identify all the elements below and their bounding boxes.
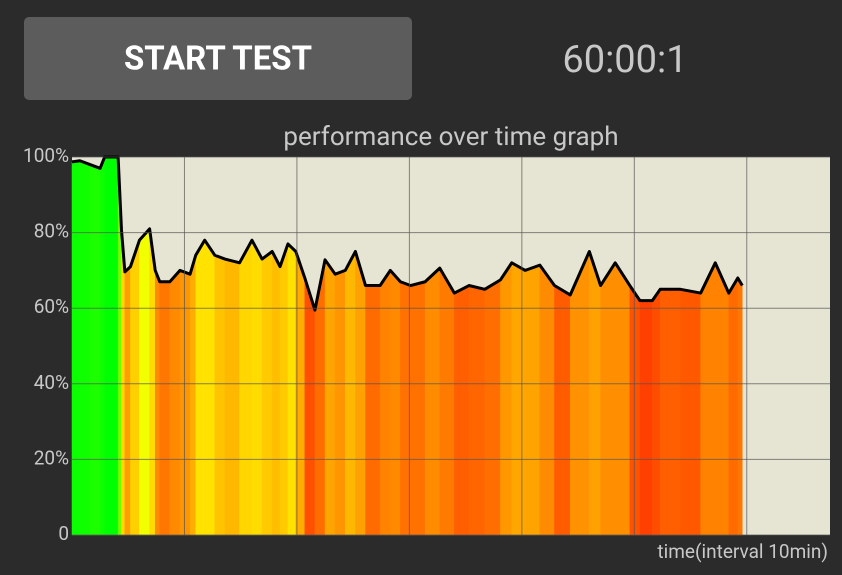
area-strip [334, 270, 346, 536]
area-strip [680, 288, 701, 536]
area-strip [239, 240, 253, 536]
area-strip [204, 239, 216, 536]
button-label[interactable]: START TEST [124, 40, 312, 79]
area-strip [159, 281, 171, 536]
area-strip [365, 285, 381, 536]
area-strip [224, 258, 240, 536]
y-tick-label: 20% [34, 446, 69, 469]
area-strip [89, 164, 101, 536]
area-strip [124, 266, 131, 536]
y-tick-label: 100% [23, 144, 69, 167]
area-strip [79, 160, 91, 536]
area-strip [569, 251, 590, 536]
area-strip [345, 251, 356, 536]
area-strip [379, 269, 391, 536]
area-strip [737, 277, 743, 536]
y-tick-label: 80% [34, 220, 69, 243]
area-strip [195, 239, 205, 536]
area-strip [484, 279, 501, 536]
area-strip [251, 240, 263, 536]
area-strip [271, 251, 281, 536]
area-strip [589, 251, 601, 536]
area-strip [261, 251, 273, 536]
start-button[interactable] [24, 17, 412, 100]
y-tick-label: 0 [58, 522, 69, 545]
area-strip [715, 262, 730, 536]
area-strip [700, 262, 716, 536]
area-strip [287, 243, 297, 536]
area-strip [390, 269, 401, 536]
chart-title: performance over time graph [283, 122, 618, 152]
area-strip [524, 264, 541, 536]
area-strip [139, 228, 150, 536]
y-tick-label: 60% [34, 295, 69, 318]
area-strip [639, 300, 653, 536]
area-strip [410, 281, 426, 536]
y-tick-label: 40% [34, 371, 69, 394]
area-strip [324, 259, 336, 536]
area-strip [355, 251, 366, 536]
x-axis-label: time(interval 10min) [657, 540, 828, 563]
area-strip [500, 262, 512, 536]
area-strip [554, 285, 571, 536]
area-strip [169, 269, 181, 536]
area-strip [214, 254, 226, 536]
area-strip [149, 228, 156, 536]
area-strip [511, 262, 526, 536]
area-strip [179, 270, 191, 536]
area-strip [71, 160, 81, 536]
area-strip [468, 285, 485, 536]
area-strip [130, 240, 140, 536]
area-strip [304, 277, 316, 536]
area-strip [454, 285, 470, 536]
area-strip [189, 255, 196, 536]
area-strip [652, 288, 661, 536]
area-strip [99, 156, 105, 536]
area-strip [279, 243, 289, 536]
timer: 60:00:1 [562, 38, 687, 82]
area-strip [539, 264, 555, 536]
area-strip [728, 277, 739, 536]
area-strip [154, 270, 160, 536]
area-strip [629, 284, 641, 536]
area-strip [600, 261, 616, 536]
area-strip [104, 156, 119, 536]
area-strip [121, 229, 126, 536]
performance-line [71, 155, 744, 312]
area-strip [659, 289, 681, 536]
area-strip [614, 261, 631, 536]
